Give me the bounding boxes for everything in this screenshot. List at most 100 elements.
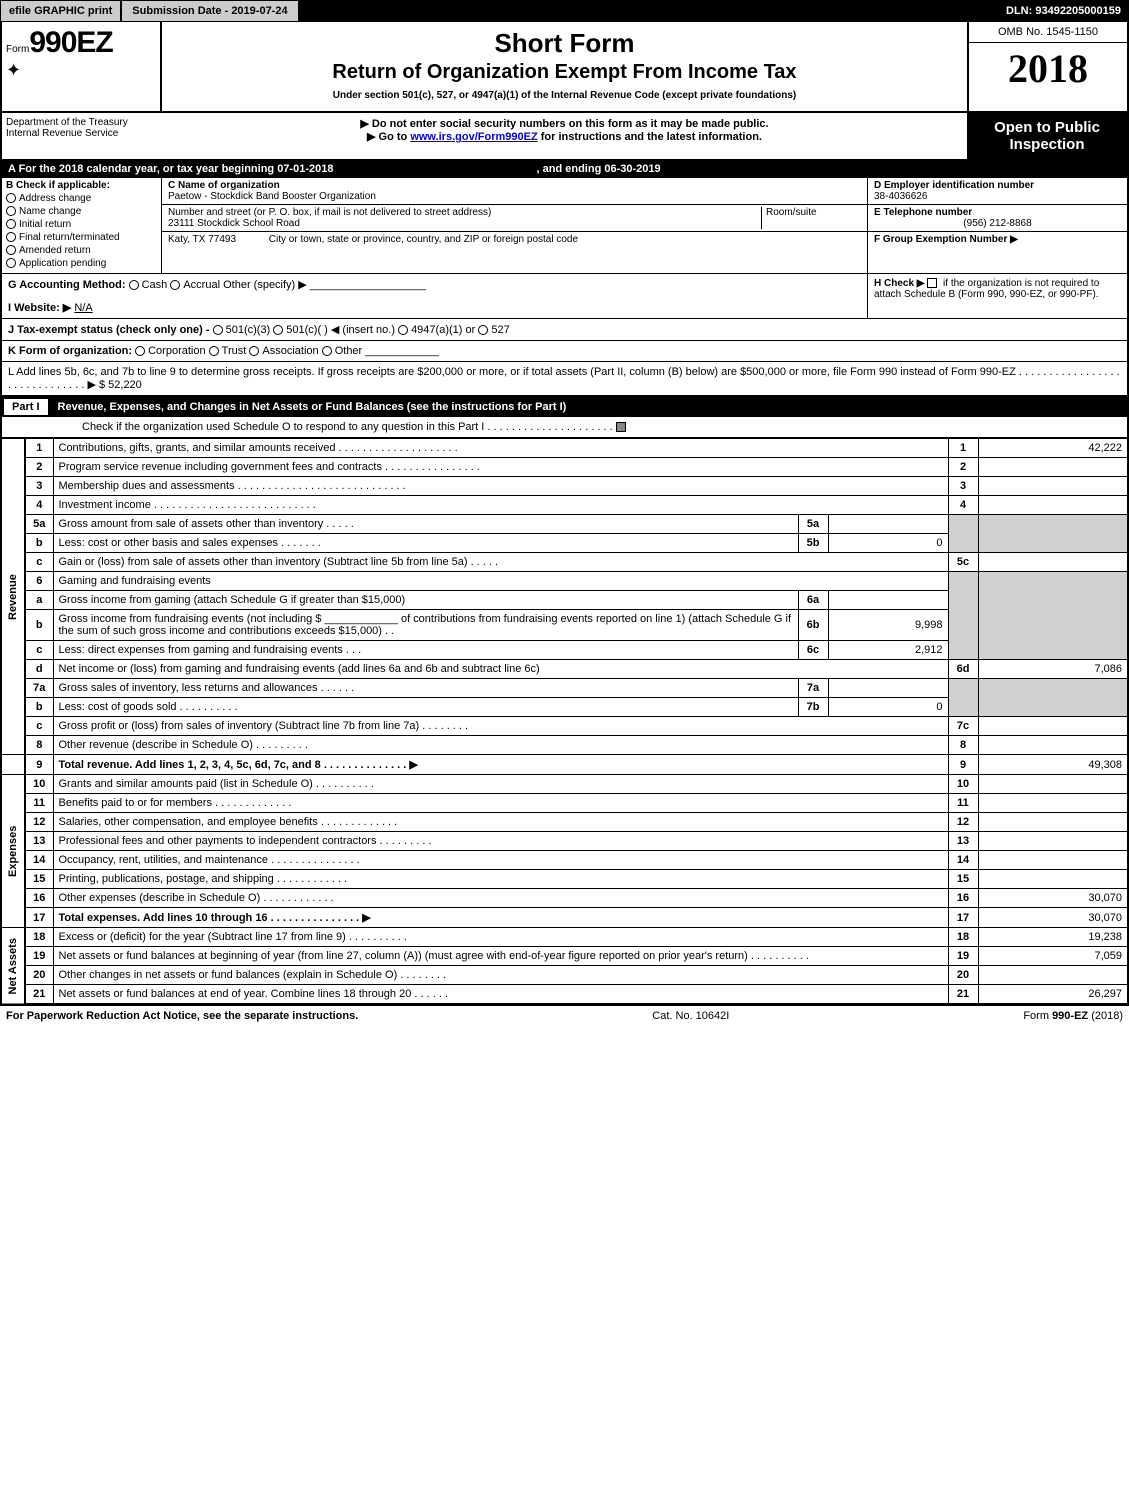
section-k-label: K Form of organization: (8, 345, 132, 357)
ln-8: 8 (25, 736, 53, 755)
desc-2: Program service revenue including govern… (53, 458, 948, 477)
j-501c[interactable]: 501(c)( ) ◀ (insert no.) (286, 324, 395, 336)
section-j-label: J Tax-exempt status (check only one) - (8, 324, 210, 336)
instructions-cell: ▶ Do not enter social security numbers o… (162, 113, 967, 159)
ln-14: 14 (25, 851, 53, 870)
desc-8: Other revenue (describe in Schedule O) .… (53, 736, 948, 755)
j-501c3[interactable]: 501(c)(3) (226, 324, 271, 336)
desc-15: Printing, publications, postage, and shi… (53, 870, 948, 889)
desc-7a: Gross sales of inventory, less returns a… (53, 679, 798, 698)
amt-17: 30,070 (978, 908, 1128, 928)
ln-15: 15 (25, 870, 53, 889)
city-value: Katy, TX 77493 (168, 234, 236, 245)
ln-19: 19 (25, 947, 53, 966)
irs-link[interactable]: www.irs.gov/Form990EZ (410, 131, 537, 143)
website-value: N/A (74, 302, 92, 314)
short-form-title: Short Form (170, 28, 959, 59)
chk-name-change[interactable]: Name change (6, 206, 157, 217)
chk-application-pending[interactable]: Application pending (6, 258, 157, 269)
amt-3 (978, 477, 1128, 496)
ln-18: 18 (25, 928, 53, 947)
num-2: 2 (948, 458, 978, 477)
instr-goto-post: for instructions and the latest informat… (538, 131, 762, 143)
accounting-other[interactable]: Other (specify) ▶ (223, 279, 307, 291)
amt-14 (978, 851, 1128, 870)
section-b: B Check if applicable: Address change Na… (2, 178, 162, 273)
street-label: Number and street (or P. O. box, if mail… (168, 207, 761, 218)
section-h: H Check ▶ if the organization is not req… (867, 274, 1127, 318)
section-a-ending: , and ending 06-30-2019 (537, 163, 661, 175)
amt-21: 26,297 (978, 985, 1128, 1005)
desc-21: Net assets or fund balances at end of ye… (53, 985, 948, 1005)
k-assoc[interactable]: Association (262, 345, 318, 357)
desc-18: Excess or (deficit) for the year (Subtra… (53, 928, 948, 947)
org-name-label: C Name of organization (168, 180, 861, 191)
efile-print-button[interactable]: efile GRAPHIC print (0, 0, 121, 22)
mini-ln-5a: 5a (798, 515, 828, 534)
num-15: 15 (948, 870, 978, 889)
chk-final-return[interactable]: Final return/terminated (6, 232, 157, 243)
k-other[interactable]: Other (335, 345, 363, 357)
side-revenue-end (1, 755, 25, 775)
ln-5c: c (25, 553, 53, 572)
dept-label: Department of the Treasury Internal Reve… (2, 113, 162, 159)
part1-header: Part I Revenue, Expenses, and Changes in… (0, 397, 1129, 417)
amt-15 (978, 870, 1128, 889)
mini-ln-6b: 6b (798, 610, 828, 641)
desc-9: Total revenue. Add lines 1, 2, 3, 4, 5c,… (53, 755, 948, 775)
info-block: B Check if applicable: Address change Na… (0, 178, 1129, 274)
section-h-checkbox[interactable] (927, 278, 937, 288)
num-11: 11 (948, 794, 978, 813)
chk-amended-return[interactable]: Amended return (6, 245, 157, 256)
amt-19: 7,059 (978, 947, 1128, 966)
desc-19: Net assets or fund balances at beginning… (53, 947, 948, 966)
ln-11: 11 (25, 794, 53, 813)
desc-5c: Gain or (loss) from sale of assets other… (53, 553, 948, 572)
num-18: 18 (948, 928, 978, 947)
desc-17: Total expenses. Add lines 10 through 16 … (53, 908, 948, 928)
amt-13 (978, 832, 1128, 851)
page-footer: For Paperwork Reduction Act Notice, see … (0, 1005, 1129, 1026)
topbar: efile GRAPHIC print Submission Date - 20… (0, 0, 1129, 22)
part1-checkbox[interactable] (616, 422, 626, 432)
ln-10: 10 (25, 775, 53, 794)
omb-number: OMB No. 1545-1150 (969, 22, 1127, 43)
phone-value: (956) 212-8868 (874, 218, 1121, 229)
mini-val-6a (828, 591, 948, 610)
k-trust[interactable]: Trust (222, 345, 247, 357)
chk-initial-return[interactable]: Initial return (6, 219, 157, 230)
grey-5ab-amt (978, 515, 1128, 553)
k-corp[interactable]: Corporation (148, 345, 205, 357)
num-6d: 6d (948, 660, 978, 679)
grey-7ab-amt (978, 679, 1128, 717)
j-4947[interactable]: 4947(a)(1) or (411, 324, 475, 336)
desc-7c: Gross profit or (loss) from sales of inv… (53, 717, 948, 736)
ln-17: 17 (25, 908, 53, 928)
accounting-cash[interactable]: Cash (142, 279, 168, 291)
accounting-accrual[interactable]: Accrual (183, 279, 220, 291)
j-527[interactable]: 527 (491, 324, 509, 336)
section-a-label: A For the 2018 calendar year, or tax yea… (8, 163, 333, 175)
desc-1: Contributions, gifts, grants, and simila… (53, 439, 948, 458)
amt-7c (978, 717, 1128, 736)
desc-14: Occupancy, rent, utilities, and maintena… (53, 851, 948, 870)
ln-6b: b (25, 610, 53, 641)
ln-16: 16 (25, 889, 53, 908)
ln-5b: b (25, 534, 53, 553)
mini-val-7a (828, 679, 948, 698)
ln-2: 2 (25, 458, 53, 477)
mini-val-5a (828, 515, 948, 534)
desc-11: Benefits paid to or for members . . . . … (53, 794, 948, 813)
ln-20: 20 (25, 966, 53, 985)
num-13: 13 (948, 832, 978, 851)
desc-6: Gaming and fundraising events (53, 572, 948, 591)
org-name: Paetow - Stockdick Band Booster Organiza… (168, 191, 861, 202)
chk-address-change[interactable]: Address change (6, 193, 157, 204)
desc-6d: Net income or (loss) from gaming and fun… (53, 660, 948, 679)
desc-3: Membership dues and assessments . . . . … (53, 477, 948, 496)
footer-right: Form 990-EZ (2018) (1023, 1010, 1123, 1022)
part1-table: Revenue 1 Contributions, gifts, grants, … (0, 438, 1129, 1005)
form-header: Form990EZ ✦ Short Form Return of Organiz… (0, 22, 1129, 113)
amt-10 (978, 775, 1128, 794)
desc-20: Other changes in net assets or fund bala… (53, 966, 948, 985)
